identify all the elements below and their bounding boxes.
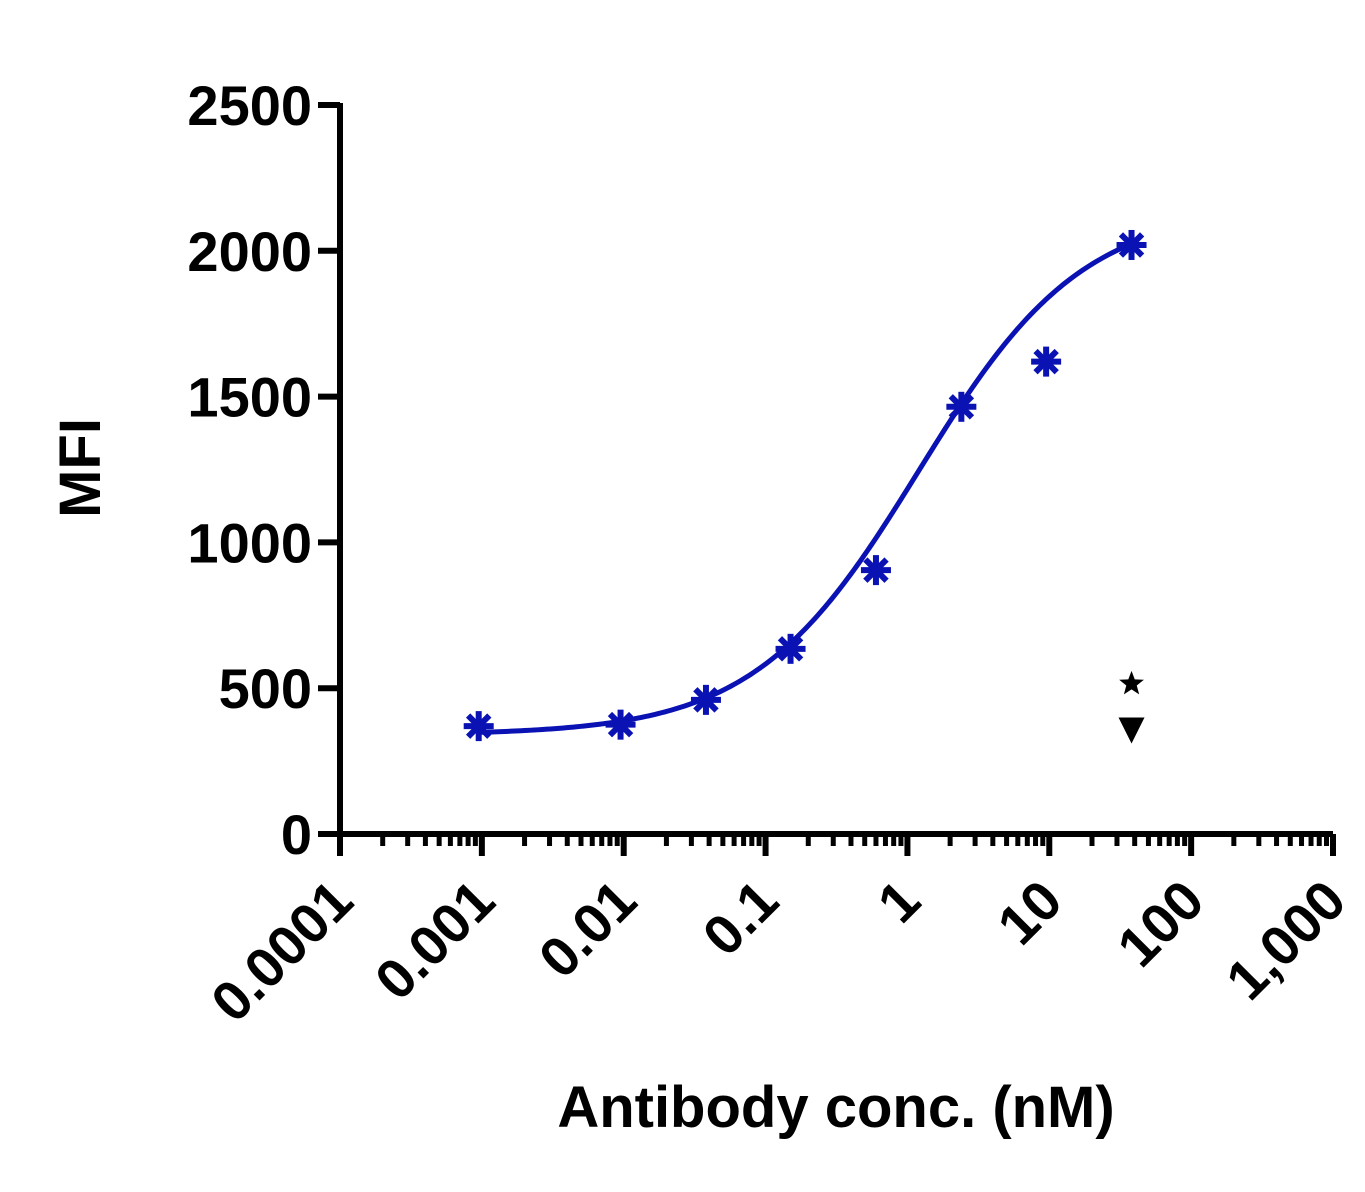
x-tick-label: 10 [985,868,1074,957]
asterisk-stroke [948,394,975,420]
x-tick-label: 0.0001 [199,868,365,1034]
data-point [690,684,721,715]
x-tick-label: 0.01 [527,868,649,990]
data-point [605,709,636,740]
fit-curve [478,241,1133,735]
asterisk-stroke [607,711,634,738]
data-point [946,391,977,422]
x-tick-label: 0.001 [363,868,507,1012]
asterisk-stroke [777,636,804,662]
data-point [1116,229,1147,260]
asterisk-stroke [863,557,889,583]
data-point [775,633,806,664]
y-tick-label: 0 [281,803,312,866]
annotations [1118,670,1145,744]
asterisk-stroke [1118,232,1145,258]
triangle-down-marker [1118,717,1145,744]
asterisk-stroke [465,713,492,739]
y-axis-title: MFI [48,418,113,518]
data-point [463,711,494,742]
data-point [1031,346,1062,377]
data-point [860,555,891,586]
x-tick-label: 100 [1105,868,1216,979]
data-points [463,229,1147,742]
x-tick-label: 1,000 [1214,868,1358,1012]
asterisk-stroke [693,687,719,713]
y-tick-label: 1500 [187,366,312,429]
x-tick-label: 1 [865,868,932,935]
x-tick-label: 0.1 [690,868,790,968]
star-marker [1119,670,1144,695]
y-tick-label: 1000 [187,511,312,574]
y-tick-label: 500 [219,657,312,720]
y-tick-label: 2500 [187,74,312,137]
asterisk-stroke [1033,348,1059,375]
fit-curve-layer [478,241,1133,735]
x-axis-title: Antibody conc. (nM) [557,1075,1114,1140]
y-tick-label: 2000 [187,220,312,283]
